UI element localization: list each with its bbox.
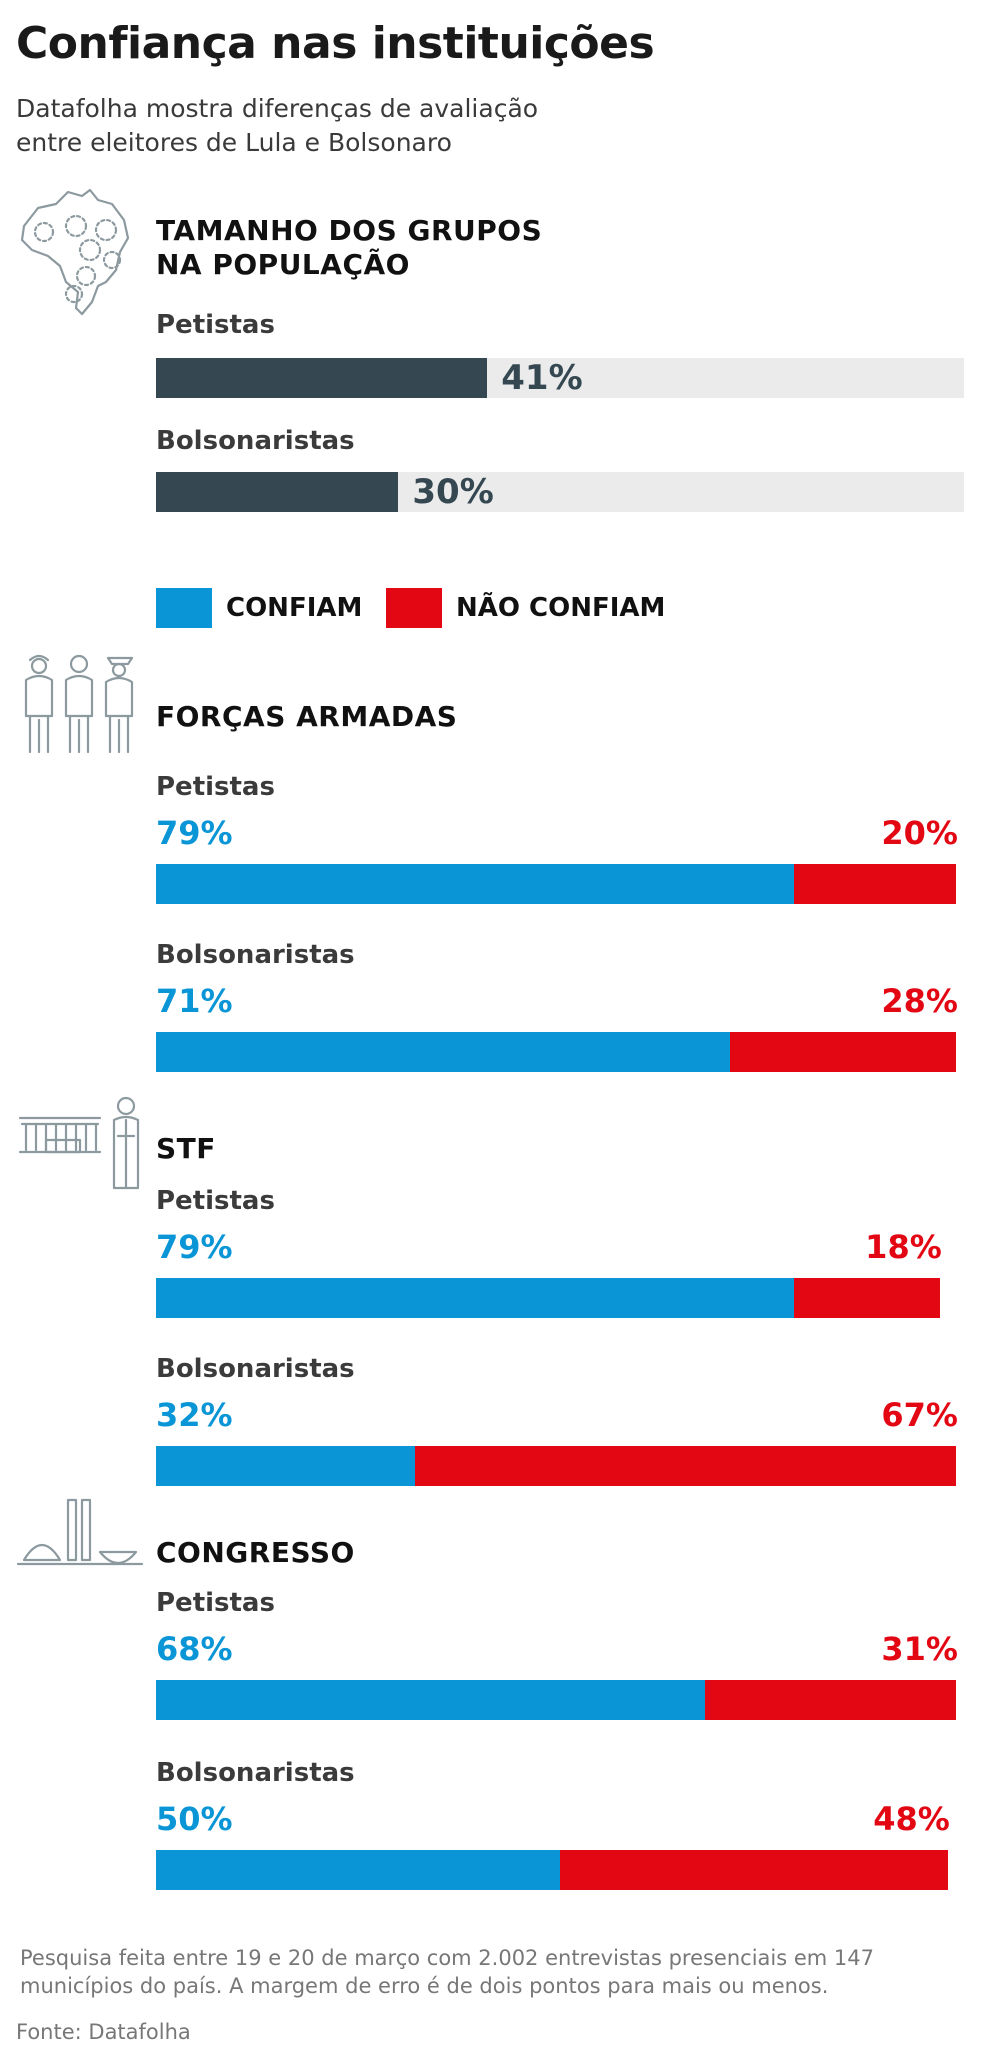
- legend-label-nao-confiam: NÃO CONFIAM: [456, 593, 666, 623]
- size-value-petistas: 41%: [501, 358, 583, 398]
- size-bar-petistas: [156, 358, 488, 398]
- size-title-line-1: TAMANHO DOS GRUPOS: [156, 214, 543, 247]
- forcas-armadas-nao-confiam-label-bolsonaristas: 28%: [881, 982, 958, 1020]
- forcas-armadas-confiam-bar-bolsonaristas: [156, 1032, 730, 1072]
- forcas-armadas-confiam-bar-petistas: [156, 864, 795, 904]
- size-value-bolsonaristas: 30%: [412, 472, 494, 512]
- congresso-group-label-petistas: Petistas: [156, 1588, 275, 1618]
- legend-label-confiam: CONFIAM: [226, 593, 363, 623]
- forcas-armadas-nao-confiam-bar-bolsonaristas: [729, 1032, 956, 1072]
- stf-group-label-bolsonaristas: Bolsonaristas: [156, 1354, 355, 1384]
- stf-confiam-label-petistas: 79%: [156, 1228, 233, 1266]
- page-subtitle: Datafolha mostra diferenças de avaliação…: [16, 92, 616, 160]
- stf-confiam-bar-petistas: [156, 1278, 795, 1318]
- legend-swatch-confiam: [156, 588, 212, 628]
- forcas-armadas-confiam-label-petistas: 79%: [156, 814, 233, 852]
- forcas-armadas-nao-confiam-bar-petistas: [794, 864, 956, 904]
- source-credit: Fonte: Datafolha: [16, 2020, 191, 2044]
- congresso-confiam-label-bolsonaristas: 50%: [156, 1800, 233, 1838]
- stf-nao-confiam-bar-petistas: [794, 1278, 940, 1318]
- congresso-nao-confiam-bar-petistas: [705, 1680, 956, 1720]
- stf-icon: [18, 1096, 140, 1190]
- congresso-confiam-bar-bolsonaristas: [156, 1850, 560, 1890]
- footnote: Pesquisa feita entre 19 e 20 de março co…: [20, 1944, 920, 2000]
- page-title: Confiança nas instituições: [16, 18, 655, 69]
- armed-forces-icon: [24, 654, 134, 754]
- congresso-confiam-label-petistas: 68%: [156, 1630, 233, 1668]
- forcas-armadas-nao-confiam-label-petistas: 20%: [881, 814, 958, 852]
- forcas-armadas-title: FORÇAS ARMADAS: [156, 700, 458, 733]
- forcas-armadas-group-label-bolsonaristas: Bolsonaristas: [156, 940, 355, 970]
- stf-nao-confiam-label-bolsonaristas: 67%: [881, 1396, 958, 1434]
- footnote-line-2: municípios do país. A margem de erro é d…: [20, 1974, 829, 1998]
- stf-confiam-label-bolsonaristas: 32%: [156, 1396, 233, 1434]
- congresso-confiam-bar-petistas: [156, 1680, 706, 1720]
- size-group-label-petistas: Petistas: [156, 310, 275, 340]
- subtitle-line-2: entre eleitores de Lula e Bolsonaro: [16, 128, 452, 157]
- size-group-label-bolsonaristas: Bolsonaristas: [156, 426, 355, 456]
- footnote-line-1: Pesquisa feita entre 19 e 20 de março co…: [20, 1946, 874, 1970]
- forcas-armadas-confiam-label-bolsonaristas: 71%: [156, 982, 233, 1020]
- brazil-map-icon: [20, 188, 130, 316]
- stf-confiam-bar-bolsonaristas: [156, 1446, 415, 1486]
- congress-icon: [16, 1498, 144, 1566]
- stf-title: STF: [156, 1132, 216, 1165]
- congresso-group-label-bolsonaristas: Bolsonaristas: [156, 1758, 355, 1788]
- stf-nao-confiam-label-petistas: 18%: [865, 1228, 942, 1266]
- forcas-armadas-group-label-petistas: Petistas: [156, 772, 275, 802]
- subtitle-line-1: Datafolha mostra diferenças de avaliação: [16, 94, 539, 123]
- legend-swatch-nao-confiam: [386, 588, 442, 628]
- congresso-nao-confiam-bar-bolsonaristas: [560, 1850, 948, 1890]
- size-section-title: TAMANHO DOS GRUPOS NA POPULAÇÃO: [156, 214, 542, 282]
- size-title-line-2: NA POPULAÇÃO: [156, 248, 410, 281]
- congresso-nao-confiam-label-petistas: 31%: [881, 1630, 958, 1668]
- stf-group-label-petistas: Petistas: [156, 1186, 275, 1216]
- congresso-title: CONGRESSO: [156, 1536, 355, 1569]
- size-bar-bolsonaristas: [156, 472, 399, 512]
- congresso-nao-confiam-label-bolsonaristas: 48%: [873, 1800, 950, 1838]
- stf-nao-confiam-bar-bolsonaristas: [414, 1446, 956, 1486]
